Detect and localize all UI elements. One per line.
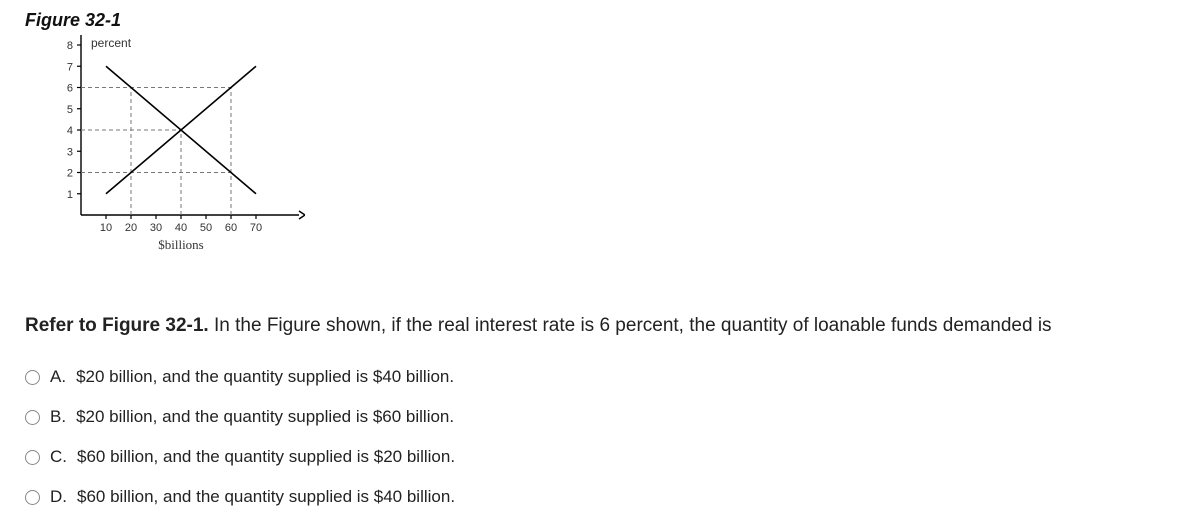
svg-text:2: 2 [67, 168, 73, 180]
choice-a[interactable]: A. $20 billion, and the quantity supplie… [25, 367, 1175, 387]
svg-text:8: 8 [67, 40, 73, 52]
choice-c[interactable]: C. $60 billion, and the quantity supplie… [25, 447, 1175, 467]
radio-icon [25, 490, 40, 505]
choice-text: $60 billion, and the quantity supplied i… [77, 487, 455, 507]
figure-title: Figure 32-1 [25, 10, 1175, 31]
choice-text: $60 billion, and the quantity supplied i… [77, 447, 455, 467]
svg-text:3: 3 [67, 146, 73, 158]
svg-text:6: 6 [67, 83, 73, 95]
radio-icon [25, 410, 40, 425]
choice-list: A. $20 billion, and the quantity supplie… [25, 367, 1175, 507]
question-body: In the Figure shown, if the real interes… [209, 315, 1052, 336]
svg-text:percent: percent [91, 36, 132, 50]
svg-text:40: 40 [175, 222, 187, 234]
svg-text:20: 20 [125, 222, 137, 234]
choice-letter: C. [50, 447, 67, 467]
question-lead: Refer to Figure 32-1. [25, 315, 209, 336]
choice-d[interactable]: D. $60 billion, and the quantity supplie… [25, 487, 1175, 507]
choice-letter: D. [50, 487, 67, 507]
chart-container: 1 2 3 4 5 6 7 8 10 20 30 40 50 60 70 percent $billions [45, 35, 1175, 275]
radio-icon [25, 450, 40, 465]
svg-text:7: 7 [67, 61, 73, 73]
svg-text:4: 4 [67, 125, 73, 137]
choice-text: $20 billion, and the quantity supplied i… [76, 367, 454, 387]
question-text: Refer to Figure 32-1. In the Figure show… [25, 315, 1175, 337]
svg-text:30: 30 [150, 222, 162, 234]
svg-text:10: 10 [100, 222, 112, 234]
svg-text:$billions: $billions [158, 237, 204, 252]
svg-text:5: 5 [67, 104, 73, 116]
radio-icon [25, 370, 40, 385]
svg-text:70: 70 [250, 222, 262, 234]
choice-letter: A. [50, 367, 66, 387]
choice-text: $20 billion, and the quantity supplied i… [76, 407, 454, 427]
svg-text:1: 1 [67, 189, 73, 201]
choice-letter: B. [50, 407, 66, 427]
svg-text:50: 50 [200, 222, 212, 234]
supply-demand-chart: 1 2 3 4 5 6 7 8 10 20 30 40 50 60 70 percent $billions [45, 35, 305, 270]
svg-text:60: 60 [225, 222, 237, 234]
choice-b[interactable]: B. $20 billion, and the quantity supplie… [25, 407, 1175, 427]
